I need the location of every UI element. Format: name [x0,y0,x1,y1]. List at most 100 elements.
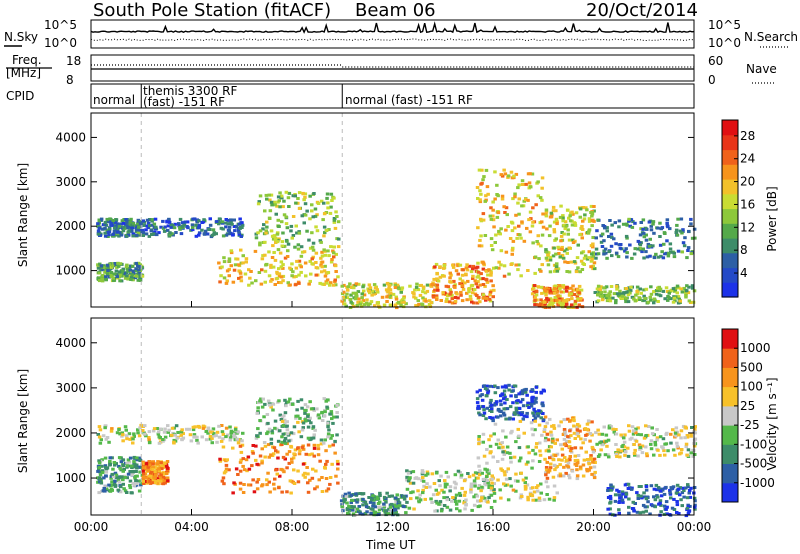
echo-cell-1-11-29 [644,509,648,513]
echo-cell-0-2-30 [150,233,154,236]
echo-cell-1-5-83 [397,501,402,505]
echo-cell-0-5-160 [425,289,430,293]
echo-cell-0-6-81 [491,295,495,299]
echo-cell-1-10-125 [614,432,619,436]
echo-cell-1-9-76 [569,434,573,438]
echo-cell-0-11-150 [616,293,621,297]
echo-cell-0-8-139 [569,292,574,296]
echo-cell-0-1-160 [125,274,129,278]
echo-cell-0-3-41 [331,249,335,253]
ytick-label-1-2: 3000 [55,381,86,395]
echo-cell-1-1-155 [102,476,106,480]
echo-cell-1-6-38 [462,501,466,505]
echo-cell-1-11-32 [676,491,680,495]
echo-cell-0-10-64 [644,250,648,254]
echo-cell-1-3-168 [238,444,243,448]
echo-cell-0-1-27 [113,264,118,268]
echo-cell-0-7-87 [520,179,525,183]
echo-cell-1-0-26 [118,432,122,436]
echo-cell-0-5-76 [357,297,361,301]
echo-cell-1-4-5 [263,402,267,406]
echo-cell-0-4-25 [291,194,295,198]
echo-cell-0-0-139 [140,228,145,232]
echo-cell-1-6-34 [421,476,425,479]
echo-cell-1-4-127 [287,439,291,443]
echo-cell-0-4-88 [305,229,309,233]
echo-cell-1-9-163 [568,419,572,423]
echo-cell-0-7-114 [483,234,488,237]
echo-cell-1-5-4 [368,500,373,504]
echo-cell-1-6-145 [462,479,467,483]
echo-cell-1-0-24 [170,426,175,430]
echo-cell-1-3-8 [256,478,261,481]
echo-cell-1-5-166 [402,505,406,509]
echo-cell-0-3-165 [279,265,284,269]
echo-cell-1-11-169 [656,495,660,499]
echo-cell-0-2-106 [157,231,161,235]
echo-cell-1-4-110 [322,414,327,418]
echo-cell-0-4-61 [280,240,285,244]
echo-cell-0-0-134 [114,233,119,237]
echo-cell-1-7-58 [500,392,505,396]
echo-cell-1-8-165 [537,460,542,463]
echo-cell-1-10-143 [619,449,624,453]
echo-cell-1-9-164 [567,476,572,480]
echo-cell-0-11-27 [656,300,660,303]
colorbar-seg-0-3 [722,238,738,254]
echo-cell-1-6-21 [459,473,464,477]
echo-cell-0-5-162 [411,291,415,295]
echo-cell-1-3-24 [238,469,243,473]
colorbar-label-0-1: 24 [740,152,755,166]
echo-cell-0-8-69 [560,297,564,301]
echo-cell-1-5-99 [365,510,369,514]
echo-cell-0-9-167 [551,205,556,209]
echo-cell-0-3-136 [304,274,308,278]
echo-cell-0-1-144 [118,262,123,266]
echo-cell-1-7-69 [507,388,511,392]
colorbar-label-1-1: 500 [740,360,763,374]
echo-cell-1-10-131 [669,441,673,445]
echo-cell-0-10-111 [668,227,672,231]
echo-cell-0-11-146 [615,287,619,291]
echo-cell-0-6-153 [451,265,456,269]
echo-cell-1-7-11 [498,399,503,403]
echo-cell-0-1-71 [128,271,133,275]
echo-cell-1-3-117 [281,468,285,472]
echo-cell-1-8-25 [512,455,517,459]
echo-cell-0-5-166 [397,287,401,291]
cpid-segment-1: normal [93,93,136,107]
echo-cell-0-2-104 [152,232,156,236]
echo-cell-0-8-14 [577,303,581,307]
echo-cell-0-6-73 [485,280,490,284]
echo-cell-1-0-145 [201,426,206,430]
echo-cell-1-10-149 [679,451,683,455]
echo-cell-0-11-149 [620,294,625,298]
echo-cell-1-6-118 [469,488,473,492]
echo-cell-0-10-90 [594,256,598,260]
echo-cell-0-6-109 [483,284,487,288]
echo-cell-1-9-64 [588,432,593,435]
echo-cell-0-2-67 [148,218,152,221]
echo-cell-1-5-165 [350,498,354,502]
echo-cell-0-10-120 [690,236,695,240]
echo-cell-1-9-22 [555,452,560,456]
echo-cell-1-3-3 [252,490,257,494]
echo-cell-1-10-110 [660,445,664,449]
echo-cell-1-10-67 [602,425,606,429]
echo-cell-0-10-26 [638,248,643,252]
echo-cell-0-4-87 [291,234,296,237]
echo-cell-1-3-154 [255,462,259,466]
echo-cell-0-1-140 [134,274,139,278]
echo-cell-0-2-156 [191,226,195,230]
echo-cell-0-9-79 [589,204,594,208]
cpid-panel-frame [90,83,695,109]
echo-cell-1-3-136 [251,444,255,447]
echo-cell-1-6-108 [454,493,459,497]
echo-cell-1-11-133 [626,487,631,490]
echo-cell-0-4-11 [271,237,276,241]
echo-cell-0-7-32 [485,269,489,273]
echo-cell-1-5-155 [367,496,371,499]
echo-cell-0-11-164 [649,292,654,296]
echo-cell-1-1-113 [114,473,119,477]
echo-cell-1-3-115 [326,487,331,491]
